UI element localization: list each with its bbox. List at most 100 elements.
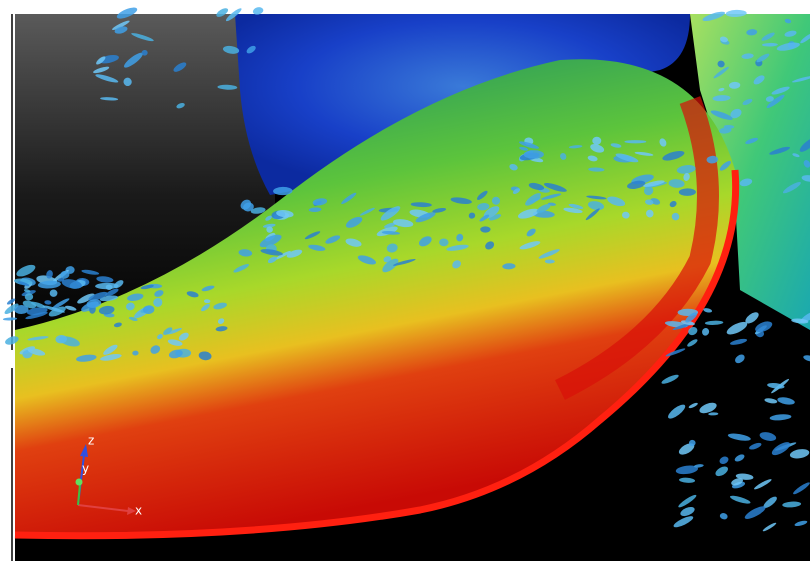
vortex [140, 284, 154, 290]
vortex [646, 209, 654, 218]
vortex [201, 303, 210, 312]
vortex [771, 86, 790, 95]
vortex [703, 308, 713, 313]
vortex [173, 62, 187, 72]
vortex [519, 141, 539, 149]
vortex [131, 33, 154, 42]
vortex [679, 477, 696, 483]
vortex [132, 350, 139, 356]
vortex [729, 495, 751, 504]
vortex [143, 305, 155, 315]
vortex [96, 276, 114, 283]
vortex [668, 404, 686, 419]
vortex [203, 299, 211, 304]
vortex [541, 193, 562, 200]
vortex [509, 163, 518, 171]
vortex [693, 464, 704, 468]
vortex [791, 75, 810, 83]
vortex [123, 77, 132, 87]
vortex [739, 178, 753, 187]
vortex [95, 74, 119, 83]
vortex [588, 167, 605, 172]
vortex [708, 412, 719, 416]
vortex [680, 320, 695, 326]
x-arrowhead [127, 507, 136, 515]
vortex [688, 402, 698, 409]
vortex [61, 279, 82, 289]
y-label: y [82, 462, 89, 476]
vortex [754, 479, 772, 490]
vortex [615, 153, 639, 163]
blade-leading-edge [14, 169, 740, 540]
vortex [712, 95, 731, 102]
vortex [386, 243, 398, 253]
vortex [163, 327, 173, 335]
vortex [491, 196, 501, 205]
vortex [529, 197, 541, 204]
vortex [383, 256, 392, 263]
vortex [267, 256, 277, 264]
x-label: x [135, 504, 142, 518]
vortex [439, 238, 449, 247]
vortex [769, 146, 791, 155]
z-label: z [88, 434, 94, 448]
vortex [26, 307, 48, 316]
vortex [250, 207, 266, 214]
vortex [276, 210, 294, 218]
vortex [393, 219, 414, 228]
vortex [749, 442, 762, 450]
vortex [678, 188, 696, 196]
vortex [410, 202, 432, 208]
vortex [523, 150, 544, 159]
vortex [624, 140, 647, 144]
vortex [359, 207, 375, 216]
vortex [568, 203, 584, 209]
vortex [560, 152, 567, 160]
vortex [468, 212, 476, 219]
vortex [186, 291, 199, 298]
vortex [784, 18, 792, 24]
vortex [782, 182, 801, 194]
vortex [357, 255, 377, 265]
vortex [116, 7, 138, 19]
vortex [215, 326, 228, 332]
vortex [49, 289, 58, 297]
vortex [753, 75, 765, 85]
vortex [479, 214, 490, 222]
vortex [14, 278, 33, 286]
vortex [17, 281, 30, 287]
vortex [699, 402, 717, 414]
vortex [544, 259, 555, 264]
vortex [345, 238, 362, 247]
vortex [777, 397, 795, 405]
vortex [756, 53, 770, 63]
vortex [715, 466, 728, 477]
vortex [21, 290, 36, 297]
vortex [238, 249, 253, 257]
vortex [42, 305, 65, 313]
vortex [46, 270, 53, 279]
vortex [393, 259, 416, 266]
vortex [767, 382, 785, 389]
vortex [590, 144, 605, 153]
vortex [114, 26, 128, 34]
vortex [150, 345, 161, 354]
vortex [622, 211, 630, 219]
vortex [794, 520, 808, 527]
vortex [519, 146, 529, 151]
vortex [763, 496, 777, 508]
vortex [30, 301, 46, 309]
vortex [719, 513, 728, 520]
vortex [759, 432, 777, 441]
vortex [746, 29, 758, 36]
vortex [762, 522, 777, 532]
z-arrowhead [80, 444, 88, 457]
vortex [176, 102, 185, 109]
vortex [168, 349, 183, 359]
vortex [536, 203, 551, 213]
vortex [217, 84, 238, 90]
vortex [718, 87, 725, 92]
vortex [213, 302, 227, 310]
vortex [23, 289, 31, 293]
